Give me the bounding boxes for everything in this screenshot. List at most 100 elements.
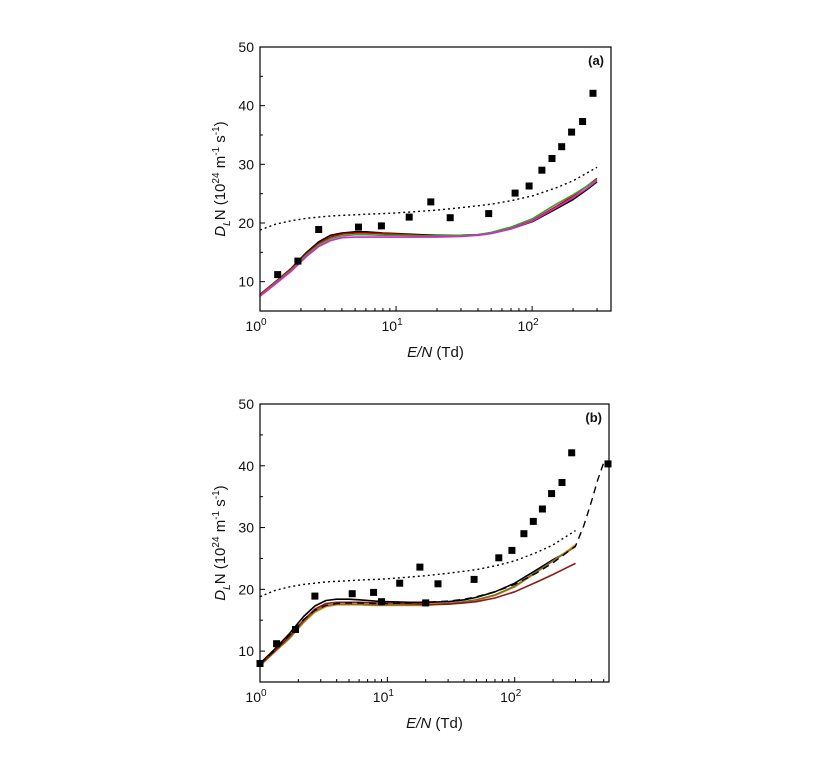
data-point: [470, 575, 478, 583]
data-point: [294, 257, 302, 265]
x-tick-exponent: 0: [261, 317, 267, 328]
series-line-3-solid: [260, 178, 598, 297]
data-point: [416, 563, 424, 571]
data-point: [495, 554, 503, 562]
data-point: [548, 155, 556, 162]
data-point: [558, 479, 566, 486]
plot-frame: [259, 403, 610, 683]
y-title-mid: N (10: [212, 184, 229, 221]
data-point: [525, 182, 533, 190]
y-title-sup2: -1: [211, 510, 222, 519]
data-point: [548, 490, 556, 498]
y-tick-label: 20: [238, 215, 254, 231]
data-point: [348, 590, 356, 598]
x-tick-label: 100: [245, 688, 267, 705]
data-point: [315, 226, 323, 233]
x-axis-title-var: E/N: [407, 344, 432, 361]
data-point: [604, 460, 612, 468]
y-tick-label: 10: [238, 274, 254, 290]
data-point: [538, 505, 546, 513]
x-axis-title: E/N (Td): [406, 715, 463, 732]
x-axis-title-var: E/N: [406, 715, 431, 732]
x-tick-label: 102: [518, 317, 540, 334]
plot-frame: [259, 46, 612, 312]
x-tick-base: 10: [381, 318, 397, 334]
y-title-m: m: [212, 520, 229, 537]
series-line-4-solid: [260, 180, 598, 297]
x-tick-exponent: 2: [533, 317, 539, 328]
data-point: [446, 214, 454, 222]
x-tick-exponent: 1: [397, 317, 403, 328]
data-points: [274, 89, 597, 279]
y-title-sup2: -1: [211, 146, 222, 155]
y-axis-title: DLN (1024 m-1 s-1): [211, 485, 233, 600]
data-point: [568, 449, 576, 457]
panel-label: (b): [585, 410, 602, 425]
data-point: [378, 598, 385, 606]
x-tick-base: 10: [518, 318, 534, 334]
x-axis: 100 101 102: [245, 306, 598, 334]
y-tick-label: 30: [238, 156, 254, 172]
x-tick-label: 100: [245, 317, 267, 334]
data-point: [434, 580, 442, 588]
x-tick-label: 101: [381, 317, 403, 334]
data-points: [256, 449, 612, 667]
y-axis-title: DLN (1024 m-1 s-1): [211, 121, 233, 236]
x-tick-label: 101: [373, 688, 395, 705]
y-axis: 10 20 30 40 50: [238, 396, 265, 659]
y-axis: 10 20 30 40 50: [238, 39, 265, 290]
data-point: [377, 222, 385, 230]
data-point: [355, 223, 362, 231]
data-point: [568, 128, 576, 136]
data-point: [274, 271, 282, 279]
y-title-end: ): [212, 485, 229, 490]
x-tick-exponent: 1: [388, 688, 394, 699]
y-title-sub: L: [222, 584, 233, 590]
data-point: [422, 599, 430, 607]
data-point: [427, 198, 435, 206]
data-point: [485, 210, 493, 218]
y-title-end: ): [212, 121, 229, 126]
y-title-D: D: [212, 590, 229, 601]
data-point: [508, 546, 516, 554]
plot-area: [260, 166, 598, 297]
series-line-5-dotted: [260, 166, 598, 231]
data-point: [511, 189, 519, 197]
data-point: [589, 89, 597, 97]
data-point: [529, 517, 537, 525]
y-tick-label: 30: [238, 520, 254, 536]
y-title-sub: L: [222, 220, 233, 226]
data-point: [396, 579, 404, 587]
data-point: [538, 166, 546, 174]
data-point: [405, 213, 413, 221]
series-line-5-dashed: [260, 462, 605, 665]
y-title-m: m: [212, 156, 229, 173]
plot-area: [260, 462, 605, 667]
y-tick-label: 50: [238, 396, 254, 412]
data-point: [311, 592, 319, 600]
x-tick-base: 10: [245, 318, 261, 334]
panel-label: (a): [588, 53, 604, 68]
x-axis-title-unit: (Td): [431, 715, 463, 732]
y-tick-label: 10: [238, 643, 254, 659]
data-point: [579, 118, 587, 125]
data-point: [273, 640, 281, 648]
x-axis-title: E/N (Td): [407, 344, 464, 361]
y-tick-label: 50: [238, 39, 254, 55]
x-tick-base: 10: [500, 689, 516, 705]
data-point: [558, 143, 566, 151]
x-axis-title-unit: (Td): [432, 344, 464, 361]
y-title-D: D: [212, 226, 229, 237]
y-tick-label: 40: [238, 98, 254, 114]
y-title-s: s: [212, 135, 229, 147]
x-tick-base: 10: [373, 689, 389, 705]
y-title-mid: N (10: [212, 548, 229, 585]
y-title-sup3: -1: [211, 490, 222, 499]
y-title-sup1: 24: [211, 172, 222, 184]
x-axis: 100 101 102: [245, 677, 605, 705]
y-tick-label: 40: [238, 458, 254, 474]
